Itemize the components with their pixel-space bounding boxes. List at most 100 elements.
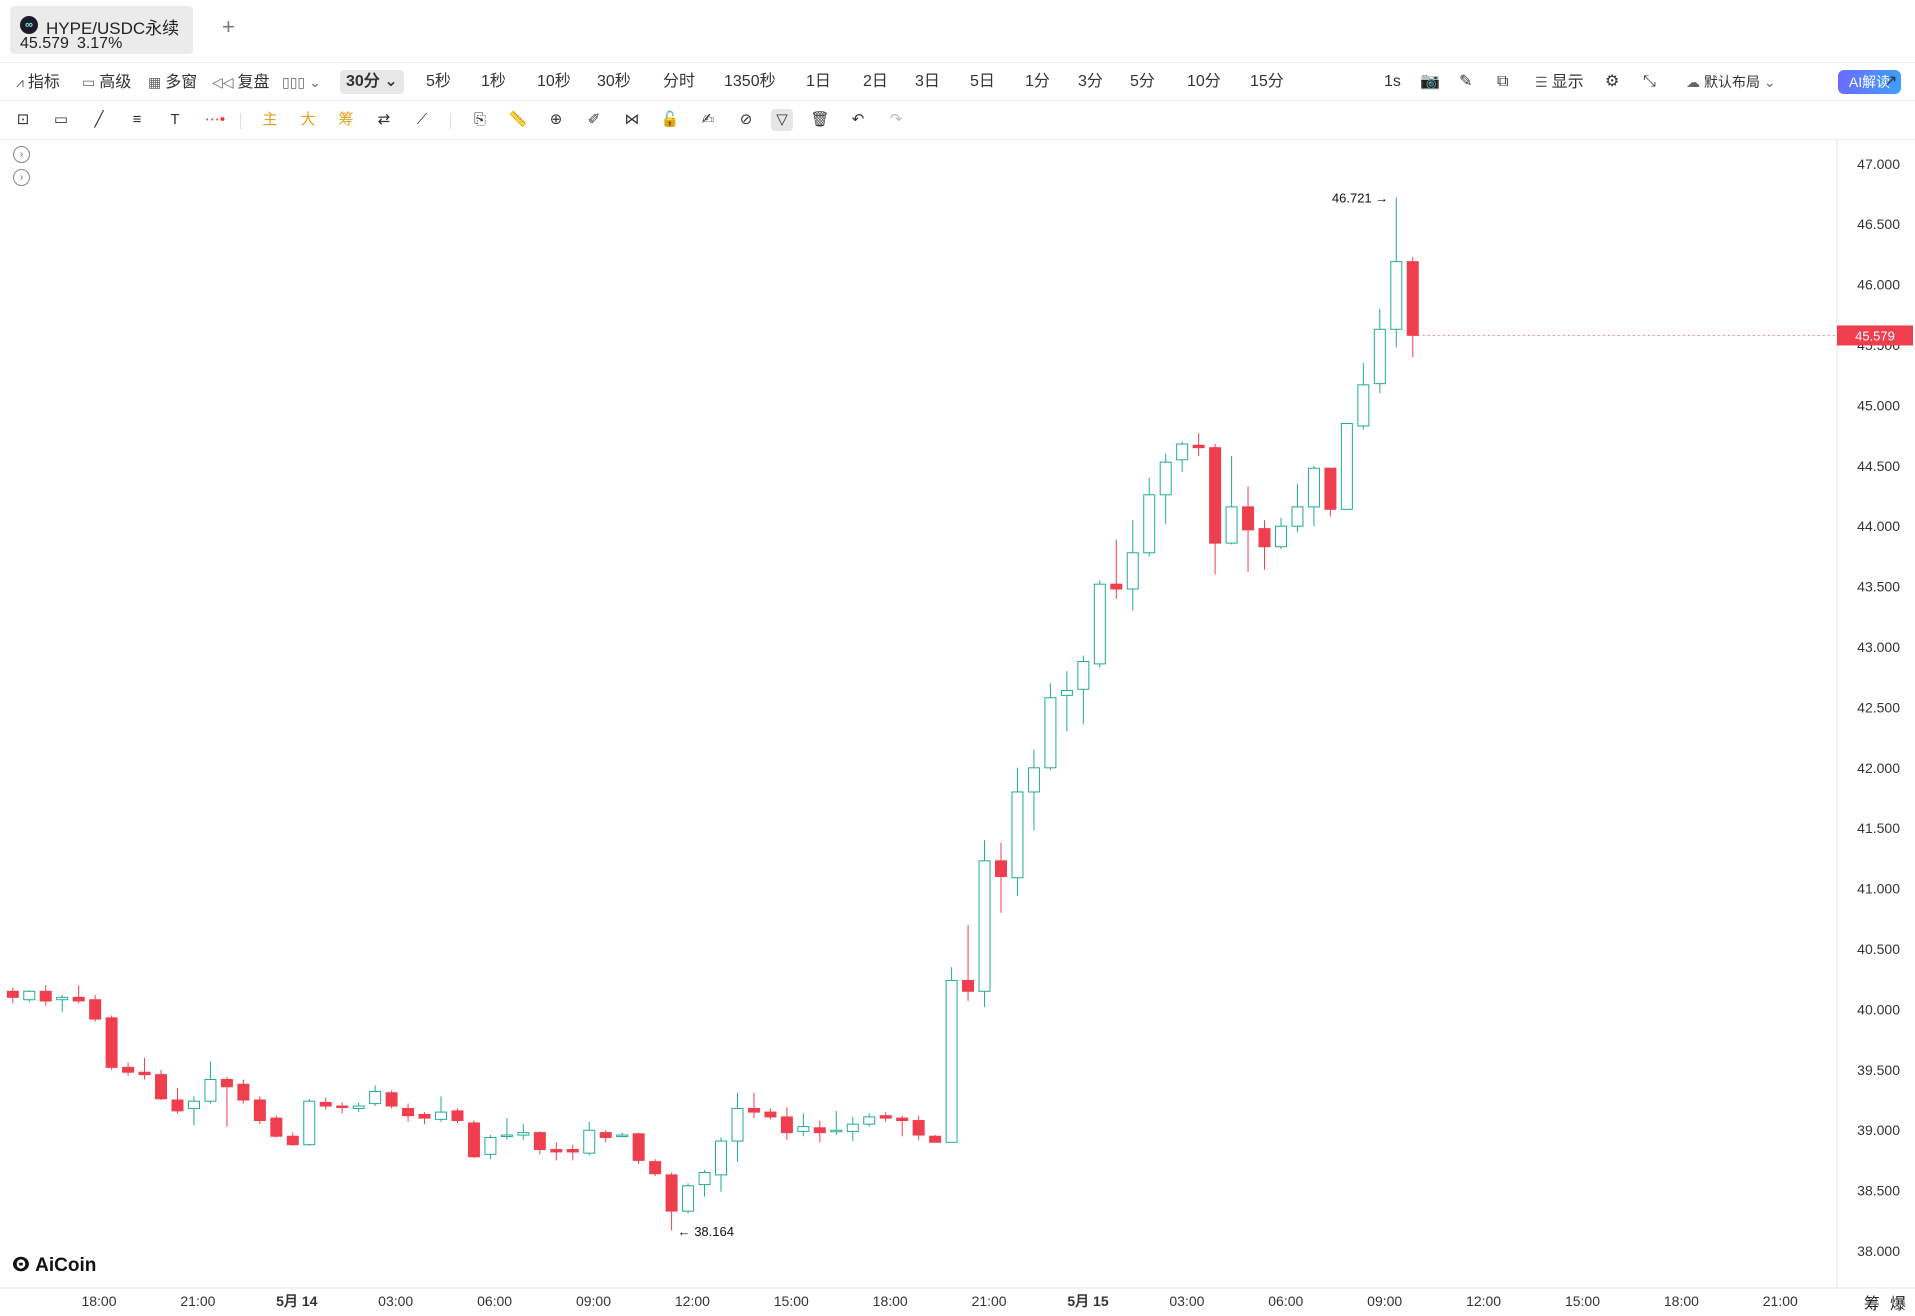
ai-interpret-button[interactable]: AI解读 (1838, 70, 1901, 94)
candle-body (1390, 261, 1403, 330)
candle-body (39, 990, 52, 1002)
timeframe-10分[interactable]: 10分 (1187, 73, 1221, 90)
parallel-lines-icon[interactable]: ≡ (132, 111, 142, 128)
collapse-icon[interactable]: ⤡ (1643, 73, 1656, 90)
y-tick-label: 39.000 (1857, 1122, 1900, 1138)
text-tool-icon[interactable]: T (170, 111, 180, 128)
chevron-down-icon: ⌄ (1763, 74, 1776, 90)
share-icon[interactable]: ↗ (1884, 73, 1898, 90)
timeframe-2日[interactable]: 2日 (863, 73, 888, 90)
trash-icon[interactable]: 🗑 (810, 111, 830, 128)
candle-body (1258, 528, 1271, 548)
timeframe-1分[interactable]: 1分 (1025, 73, 1050, 90)
y-tick-label: 40.000 (1857, 1001, 1900, 1017)
candle-body (1406, 261, 1419, 336)
timeframe-1日[interactable]: 1日 (806, 73, 831, 90)
candlestick-chart[interactable]: 47.00046.50046.00045.50045.00044.50044.0… (0, 140, 1915, 1316)
indicators-button[interactable]: ⩘ 指标 (16, 70, 60, 94)
rectangle-icon[interactable]: ▭ (53, 111, 69, 128)
active-timeframe-label: 30分 (346, 73, 380, 90)
candle-body (1077, 660, 1090, 690)
undo-icon[interactable]: ↶ (851, 111, 865, 128)
zoom-in-icon[interactable]: ⊕ (549, 111, 563, 128)
candle-body (1044, 697, 1057, 769)
large-order-button[interactable]: 大 (300, 111, 316, 128)
timeframe-1350秒[interactable]: 1350秒 (724, 73, 776, 90)
add-window-icon[interactable]: ⧉ (1497, 73, 1509, 90)
x-tick-label: 09:00 (576, 1293, 611, 1309)
timeframe-5日[interactable]: 5日 (970, 73, 995, 90)
expand-icon[interactable]: › (13, 169, 30, 186)
advanced-icon: ▭ (82, 74, 96, 90)
candle-body (1274, 525, 1287, 548)
layout-button[interactable]: ☁ 默认布局 ⌄ (1686, 70, 1780, 94)
y-tick-label: 46.500 (1857, 216, 1900, 232)
display-button[interactable]: ☰ 显示 (1535, 70, 1584, 94)
main-indicator-button[interactable]: 主 (262, 111, 278, 128)
liquidation-label[interactable]: 爆 (1890, 1296, 1907, 1313)
advanced-button[interactable]: ▭ 高级 (82, 70, 131, 94)
y-tick-label: 46.000 (1857, 277, 1900, 293)
timeframe-10秒[interactable]: 10秒 (537, 73, 571, 90)
redo-icon[interactable]: ↷ (889, 111, 903, 128)
settings-icon[interactable]: ⚙ (1605, 73, 1620, 90)
candle-body (1192, 444, 1205, 449)
expand-icon[interactable]: › (13, 146, 30, 163)
advanced-label: 高级 (99, 74, 132, 91)
timeframe-5分[interactable]: 5分 (1130, 73, 1155, 90)
crosshair-icon[interactable]: ⊡ (16, 111, 30, 128)
timeframe-30秒[interactable]: 30秒 (597, 73, 631, 90)
candle-body (846, 1123, 859, 1132)
marker-icon[interactable]: ✐ (587, 111, 601, 128)
chips-label[interactable]: 筹 (1864, 1296, 1881, 1313)
candle-body (1373, 328, 1386, 385)
multi-window-button[interactable]: ▦ 多窗 (148, 70, 197, 94)
candle-body (369, 1091, 382, 1105)
copy-icon[interactable]: ⎘ (473, 111, 486, 128)
candle-body (715, 1140, 728, 1176)
symbol-tab[interactable]: ∞ HYPE/USDC永续 45.579 3.17% (10, 6, 193, 54)
interval-button[interactable]: 1s (1384, 73, 1401, 90)
timeframe-selector[interactable]: 30分 ⌄ (340, 70, 404, 94)
timeframe-15分[interactable]: 15分 (1250, 73, 1284, 90)
candle-body (566, 1149, 579, 1153)
chips-button[interactable]: 筹 (338, 111, 354, 128)
replay-label: 复盘 (237, 74, 270, 91)
candle-body (879, 1115, 892, 1119)
pen-icon[interactable]: ✎ (1459, 73, 1473, 90)
y-tick-label: 42.000 (1857, 760, 1900, 776)
symbol-change: 3.17% (76, 35, 123, 52)
candle-body (599, 1132, 612, 1138)
chart-type-button[interactable]: ▯▯▯ ⌄ (282, 70, 325, 94)
compare-icon[interactable]: ⇄ (377, 111, 391, 128)
candle-body (500, 1134, 513, 1138)
more-tools-icon[interactable]: ⋯• (204, 111, 226, 128)
ruler-icon[interactable]: 📏 (508, 111, 528, 128)
camera-icon[interactable]: 📷 (1420, 73, 1440, 90)
candle-body (962, 979, 975, 992)
multi-window-label: 多窗 (165, 74, 198, 91)
lock-icon[interactable]: 🔓 (660, 111, 680, 128)
trend-line-icon[interactable]: ╱ (94, 111, 104, 128)
timeframe-1秒[interactable]: 1秒 (481, 73, 506, 90)
candle-body (253, 1099, 266, 1122)
brush-icon[interactable]: ⟋ (416, 111, 428, 128)
candle-body (204, 1078, 217, 1102)
edit-icon[interactable]: ✍ (701, 111, 715, 128)
magnet-icon[interactable]: ⋈ (624, 111, 640, 128)
filter-icon[interactable]: ▽ (771, 109, 793, 131)
candle-body (303, 1100, 316, 1146)
replay-button[interactable]: ◁◁ 复盘 (212, 70, 270, 94)
x-tick-label: 21:00 (972, 1293, 1007, 1309)
candle-body (6, 990, 19, 998)
link-icon[interactable]: ⊘ (739, 111, 753, 128)
timeframe-分时[interactable]: 分时 (663, 73, 696, 90)
x-tick-label: 21:00 (1763, 1293, 1798, 1309)
timeframe-5秒[interactable]: 5秒 (426, 73, 451, 90)
timeframe-3分[interactable]: 3分 (1078, 73, 1103, 90)
timeframe-3日[interactable]: 3日 (915, 73, 940, 90)
x-tick-label: 06:00 (477, 1293, 512, 1309)
add-tab-button[interactable]: + (222, 14, 235, 39)
x-tick-label: 03:00 (378, 1293, 413, 1309)
candle-body (550, 1149, 563, 1153)
